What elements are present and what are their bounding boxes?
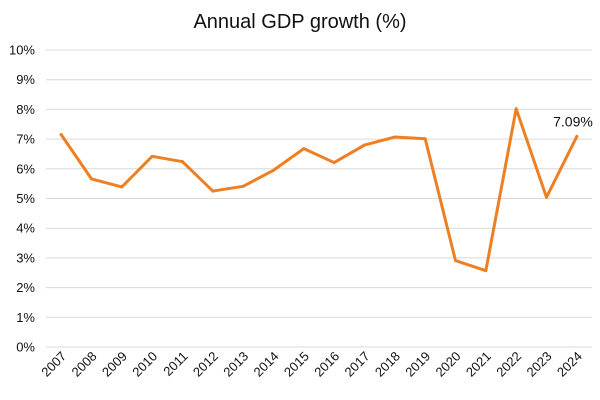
x-tick-label: 2014 (251, 349, 282, 380)
data-point (211, 189, 215, 193)
data-point (181, 160, 184, 164)
data-point (120, 185, 124, 189)
gridlines (46, 49, 592, 348)
y-tick-label: 6% (16, 161, 35, 176)
y-tick-label: 2% (16, 280, 35, 295)
y-axis-ticks: 0% 1% 2% 3% 4% 5% 6% 7% 8% 9% 10% (9, 43, 35, 355)
data-point (393, 135, 397, 139)
y-tick-label: 9% (16, 72, 35, 87)
x-tick-label: 2017 (342, 349, 373, 380)
x-tick-label: 2012 (190, 349, 221, 380)
x-tick-label: 2016 (311, 349, 342, 380)
x-tick-label: 2015 (281, 349, 312, 380)
x-tick-label: 2018 (372, 349, 403, 380)
y-tick-label: 8% (16, 102, 35, 117)
x-tick-label: 2013 (220, 349, 251, 380)
x-tick-label: 2011 (160, 349, 190, 379)
data-point (272, 168, 275, 172)
data-point (423, 137, 427, 141)
x-tick-label: 2020 (433, 349, 464, 380)
x-tick-label: 2022 (493, 349, 524, 380)
data-point (484, 269, 488, 273)
y-tick-label: 3% (16, 250, 35, 265)
data-point (302, 147, 306, 151)
data-point (575, 134, 579, 138)
x-tick-label: 2019 (402, 349, 433, 380)
data-point (545, 195, 548, 199)
y-tick-label: 7% (16, 132, 35, 147)
series-line (59, 107, 579, 273)
y-tick-label: 0% (16, 340, 35, 355)
data-point (363, 143, 366, 147)
x-tick-label: 2024 (554, 349, 585, 380)
data-point (150, 154, 154, 158)
data-point (514, 107, 518, 111)
data-point (90, 177, 93, 181)
x-axis-ticks: 2007 2008 2009 2010 2011 2012 2013 2014 2015 2016… (38, 349, 585, 380)
x-tick-label: 2008 (69, 349, 100, 380)
y-tick-label: 5% (16, 191, 35, 206)
series-layer (59, 107, 579, 273)
x-tick-label: 2010 (129, 349, 160, 380)
x-tick-label: 2009 (99, 349, 130, 380)
data-point (332, 161, 336, 165)
y-tick-label: 10% (9, 43, 35, 58)
data-labels: 7.09% (553, 113, 593, 129)
x-tick-label: 2007 (38, 349, 69, 380)
y-tick-label: 4% (16, 221, 35, 236)
data-label: 7.09% (553, 113, 593, 129)
chart-title: Annual GDP growth (%) (193, 11, 406, 33)
x-tick-label: 2021 (463, 349, 494, 380)
x-tick-label: 2023 (524, 349, 555, 380)
data-point (59, 133, 63, 137)
data-point (454, 259, 457, 263)
y-tick-label: 1% (16, 310, 35, 325)
data-point (241, 184, 245, 188)
